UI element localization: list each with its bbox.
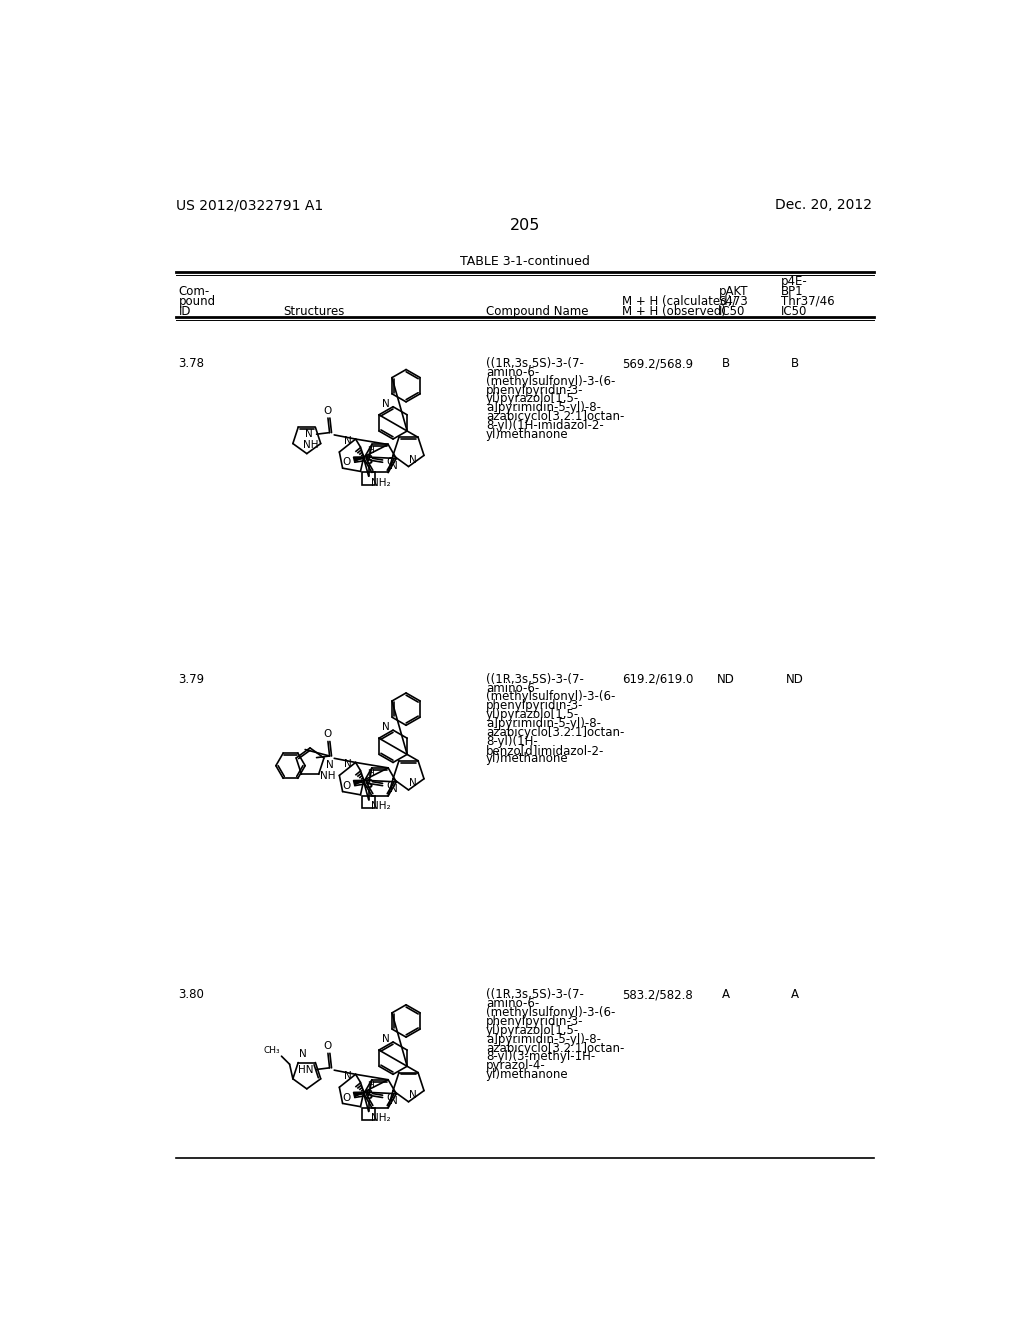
Text: A: A: [722, 989, 730, 1002]
Text: yl)pyrazolo[1,5-: yl)pyrazolo[1,5-: [486, 708, 580, 721]
Text: 3.78: 3.78: [178, 358, 205, 370]
Text: phenylpyridin-3-: phenylpyridin-3-: [486, 1015, 584, 1028]
Polygon shape: [353, 1092, 364, 1097]
Text: 205: 205: [510, 218, 540, 234]
Text: O: O: [324, 405, 332, 416]
Text: amino-6-: amino-6-: [486, 681, 540, 694]
Text: ((1R,3s,5S)-3-(7-: ((1R,3s,5S)-3-(7-: [486, 358, 584, 370]
Text: yl)methanone: yl)methanone: [486, 752, 568, 766]
Text: (methylsulfonyl)-3-(6-: (methylsulfonyl)-3-(6-: [486, 690, 615, 704]
Text: N: N: [410, 455, 417, 465]
Text: A: A: [792, 989, 800, 1002]
Text: yl)pyrazolo[1,5-: yl)pyrazolo[1,5-: [486, 392, 580, 405]
Text: azabicyclo[3.2.1]octan-: azabicyclo[3.2.1]octan-: [486, 411, 625, 424]
Text: N: N: [390, 461, 397, 471]
Text: N: N: [344, 759, 351, 770]
Text: amino-6-: amino-6-: [486, 366, 540, 379]
Text: (methylsulfonyl)-3-(6-: (methylsulfonyl)-3-(6-: [486, 375, 615, 388]
Text: BP1: BP1: [781, 285, 804, 298]
Text: O: O: [386, 457, 394, 467]
Text: a]pyrimidin-5-yl)-8-: a]pyrimidin-5-yl)-8-: [486, 1032, 601, 1045]
Text: azabicyclo[3.2.1]octan-: azabicyclo[3.2.1]octan-: [486, 1041, 625, 1055]
Text: IC50: IC50: [781, 305, 808, 318]
Text: N: N: [410, 779, 417, 788]
Text: a]pyrimidin-5-yl)-8-: a]pyrimidin-5-yl)-8-: [486, 401, 601, 414]
Text: H: H: [367, 770, 374, 777]
Text: S: S: [365, 454, 373, 467]
Text: H: H: [367, 446, 374, 454]
Text: N: N: [344, 1071, 351, 1081]
Text: (methylsulfonyl)-3-(6-: (methylsulfonyl)-3-(6-: [486, 1006, 615, 1019]
Text: ND: ND: [718, 673, 735, 686]
Text: azabicyclo[3.2.1]octan-: azabicyclo[3.2.1]octan-: [486, 726, 625, 739]
Text: NH: NH: [303, 440, 318, 450]
Text: B: B: [722, 358, 730, 370]
Text: N: N: [390, 1096, 397, 1106]
Text: yl)pyrazolo[1,5-: yl)pyrazolo[1,5-: [486, 1024, 580, 1038]
Text: M + H (calculated)/: M + H (calculated)/: [623, 294, 736, 308]
Text: O: O: [343, 1093, 351, 1102]
Text: ID: ID: [178, 305, 190, 318]
Text: CH₃: CH₃: [263, 1045, 280, 1055]
Text: N: N: [382, 1034, 390, 1044]
Text: O: O: [386, 780, 394, 791]
Text: N: N: [382, 399, 390, 409]
Text: O: O: [343, 780, 351, 791]
Text: 8-yl)(1H-imidazol-2-: 8-yl)(1H-imidazol-2-: [486, 418, 604, 432]
Text: yl)methanone: yl)methanone: [486, 428, 568, 441]
Text: O: O: [324, 1041, 332, 1051]
Text: N: N: [344, 436, 351, 446]
Polygon shape: [353, 457, 364, 462]
Text: N: N: [390, 784, 397, 795]
Text: O: O: [343, 457, 351, 467]
Text: NH₂: NH₂: [371, 801, 390, 812]
Text: N: N: [326, 759, 333, 770]
Text: phenylpyridin-3-: phenylpyridin-3-: [486, 700, 584, 713]
Text: H: H: [367, 1081, 374, 1090]
Text: ND: ND: [786, 673, 804, 686]
Text: S: S: [365, 777, 373, 791]
Text: S: S: [365, 1089, 373, 1102]
Text: N: N: [299, 1049, 307, 1060]
Text: NH: NH: [321, 771, 336, 780]
Text: pound: pound: [178, 294, 215, 308]
Text: Compound Name: Compound Name: [486, 305, 589, 318]
Text: 3.79: 3.79: [178, 673, 205, 686]
Text: pyrazol-4-: pyrazol-4-: [486, 1059, 546, 1072]
Text: 583.2/582.8: 583.2/582.8: [623, 989, 693, 1002]
Text: 619.2/619.0: 619.2/619.0: [623, 673, 694, 686]
Text: N: N: [305, 429, 313, 438]
Text: yl)methanone: yl)methanone: [486, 1068, 568, 1081]
Text: Structures: Structures: [283, 305, 344, 318]
Text: NH₂: NH₂: [371, 478, 390, 488]
Text: O: O: [324, 729, 332, 739]
Text: NH₂: NH₂: [371, 1113, 390, 1123]
Text: Thr37/46: Thr37/46: [781, 294, 835, 308]
Text: Com-: Com-: [178, 285, 210, 298]
Text: N: N: [382, 722, 390, 733]
Text: 3.80: 3.80: [178, 989, 204, 1002]
Text: 569.2/568.9: 569.2/568.9: [623, 358, 693, 370]
Text: a]pyrimidin-5-yl)-8-: a]pyrimidin-5-yl)-8-: [486, 717, 601, 730]
Polygon shape: [353, 780, 364, 785]
Text: 8-yl)(3-methyl-1H-: 8-yl)(3-methyl-1H-: [486, 1051, 595, 1064]
Text: O: O: [386, 1093, 394, 1102]
Text: 8-yl)(1H-: 8-yl)(1H-: [486, 735, 538, 747]
Text: US 2012/0322791 A1: US 2012/0322791 A1: [176, 198, 324, 213]
Text: ((1R,3s,5S)-3-(7-: ((1R,3s,5S)-3-(7-: [486, 673, 584, 686]
Text: M + H (observed): M + H (observed): [623, 305, 726, 318]
Text: Dec. 20, 2012: Dec. 20, 2012: [775, 198, 872, 213]
Text: ((1R,3s,5S)-3-(7-: ((1R,3s,5S)-3-(7-: [486, 989, 584, 1002]
Text: HN: HN: [298, 1065, 313, 1074]
Text: IC50: IC50: [719, 305, 744, 318]
Text: B: B: [792, 358, 800, 370]
Text: amino-6-: amino-6-: [486, 998, 540, 1010]
Text: S473: S473: [719, 294, 749, 308]
Text: benzo[d]imidazol-2-: benzo[d]imidazol-2-: [486, 743, 604, 756]
Text: p4E-: p4E-: [781, 275, 808, 288]
Text: pAKT: pAKT: [719, 285, 749, 298]
Text: N: N: [410, 1090, 417, 1101]
Text: TABLE 3-1-continued: TABLE 3-1-continued: [460, 255, 590, 268]
Text: phenylpyridin-3-: phenylpyridin-3-: [486, 384, 584, 396]
